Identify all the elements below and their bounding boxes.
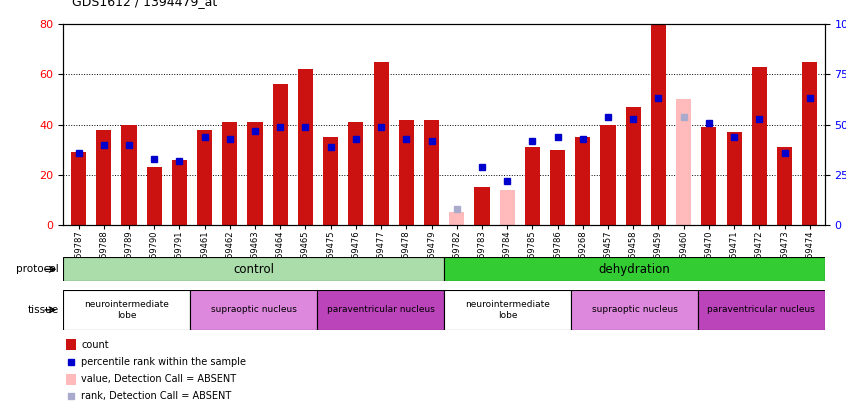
Text: dehydration: dehydration (599, 263, 670, 276)
Bar (172, 160, 187, 225)
Bar (190, 290, 317, 330)
Bar (651, 24, 666, 225)
Bar (222, 122, 238, 225)
Bar (197, 130, 212, 225)
Bar (500, 190, 514, 225)
Text: protocol: protocol (16, 264, 59, 274)
Bar (444, 257, 825, 281)
Bar (272, 85, 288, 225)
Bar (571, 290, 698, 330)
Bar (752, 67, 766, 225)
Text: paraventricular nucleus: paraventricular nucleus (707, 305, 816, 314)
Bar (349, 122, 364, 225)
Bar (777, 147, 792, 225)
Text: control: control (233, 263, 274, 276)
Text: neurointermediate
lobe: neurointermediate lobe (85, 300, 169, 320)
Text: count: count (81, 340, 108, 350)
Bar (96, 130, 112, 225)
Bar (525, 147, 540, 225)
Bar (475, 187, 490, 225)
Bar (146, 167, 162, 225)
Bar (676, 100, 691, 225)
Text: neurointermediate
lobe: neurointermediate lobe (465, 300, 550, 320)
Bar (424, 119, 439, 225)
Bar (65, 339, 76, 350)
Bar (323, 137, 338, 225)
Bar (601, 125, 616, 225)
Text: supraoptic nucleus: supraoptic nucleus (591, 305, 678, 314)
Text: supraoptic nucleus: supraoptic nucleus (211, 305, 297, 314)
Bar (298, 69, 313, 225)
Bar (398, 119, 414, 225)
Bar (701, 127, 717, 225)
Bar (626, 107, 640, 225)
Bar (248, 122, 262, 225)
Bar (317, 290, 444, 330)
Bar (63, 257, 444, 281)
Text: paraventricular nucleus: paraventricular nucleus (327, 305, 435, 314)
Bar (65, 374, 76, 385)
Bar (802, 62, 817, 225)
Bar (122, 125, 136, 225)
Bar (550, 149, 565, 225)
Text: tissue: tissue (28, 305, 59, 315)
Text: percentile rank within the sample: percentile rank within the sample (81, 357, 246, 367)
Bar (575, 137, 591, 225)
Bar (449, 212, 464, 225)
Text: value, Detection Call = ABSENT: value, Detection Call = ABSENT (81, 374, 236, 384)
Text: GDS1612 / 1394479_at: GDS1612 / 1394479_at (72, 0, 217, 8)
Bar (444, 290, 571, 330)
Bar (63, 290, 190, 330)
Bar (727, 132, 742, 225)
Bar (374, 62, 388, 225)
Bar (698, 290, 825, 330)
Text: rank, Detection Call = ABSENT: rank, Detection Call = ABSENT (81, 391, 231, 401)
Bar (71, 152, 86, 225)
